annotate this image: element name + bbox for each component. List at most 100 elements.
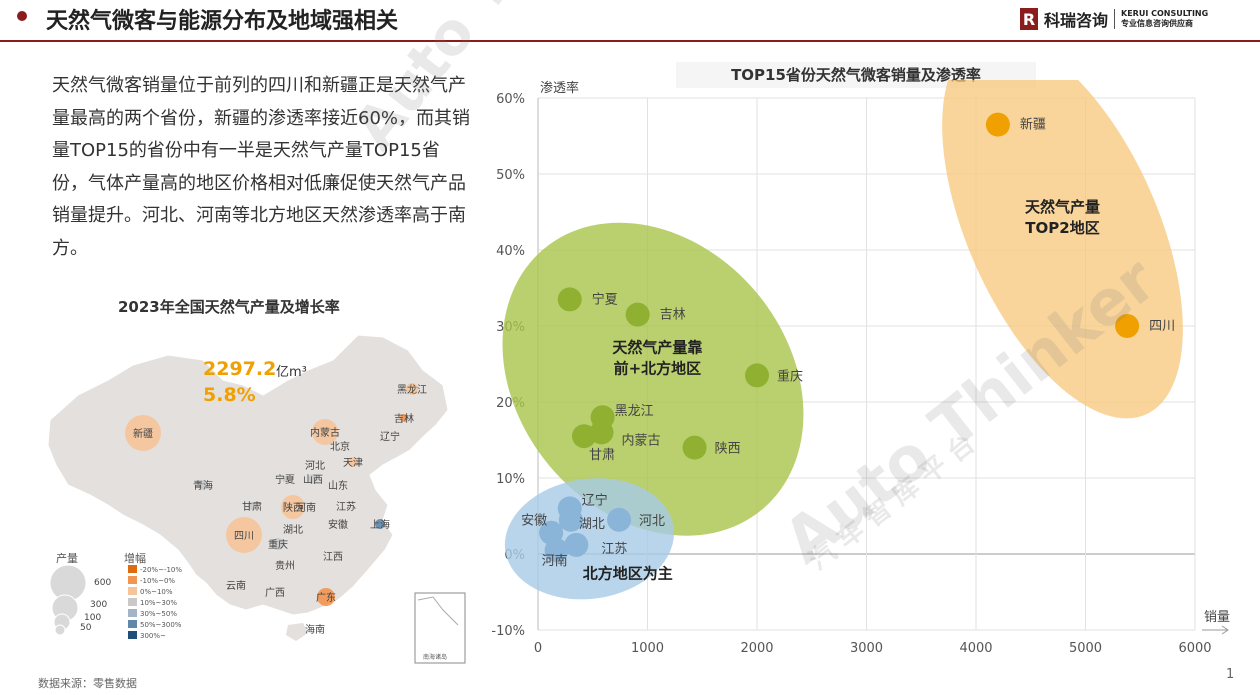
province-bubble: [406, 383, 418, 395]
province-label: 陕西: [283, 501, 303, 514]
point-label: 湖北: [579, 517, 605, 532]
point-label: 重庆: [777, 368, 803, 384]
province-bubble: [125, 415, 161, 451]
legend-growth-label: -10%~0%: [140, 577, 175, 585]
x-tick-label: 1000: [631, 641, 664, 656]
header: 天然气微客与能源分布及地域强相关 R 科瑞咨询 KERUI CONSULTING…: [0, 0, 1260, 40]
page-number: 1: [1226, 667, 1235, 682]
province-label: 河南: [296, 501, 316, 514]
summary-paragraph: 天然气微客销量位于前列的四川和新疆正是天然气产量最高的两个省份，新疆的渗透率接近…: [52, 75, 471, 259]
logo-r-icon: R: [1020, 8, 1038, 30]
data-point: [544, 538, 569, 563]
province-label: 青海: [193, 479, 213, 492]
data-point: [625, 302, 650, 327]
legend-size-label-50: 50: [80, 623, 92, 633]
legend-growth-swatch: [128, 620, 137, 628]
point-label: 四川: [1149, 319, 1175, 334]
scatter-chart: -10%0%10%20%30%40%50%60%0100020003000400…: [491, 80, 1230, 656]
legend-size-50: [54, 624, 66, 636]
province-label: 贵州: [275, 559, 295, 572]
y-tick-label: 10%: [496, 472, 525, 487]
province-label: 广西: [265, 587, 285, 599]
annotation-line2: 前+北方地区: [614, 360, 702, 378]
province-bubble: [282, 476, 288, 482]
province-label: 辽宁: [380, 430, 400, 443]
y-tick-label: 50%: [496, 168, 525, 183]
province-bubble: [226, 517, 262, 553]
province-label: 宁夏: [275, 473, 295, 486]
point-label: 河北: [639, 514, 665, 529]
province-label: 天津: [343, 457, 363, 469]
point-label: 宁夏: [592, 291, 618, 307]
legend-growth-swatch: [128, 598, 137, 606]
y-tick-label: -10%: [491, 624, 525, 639]
province-label: 广东: [316, 591, 336, 604]
point-label: 陕西: [715, 442, 741, 457]
point-label: 辽宁: [582, 492, 608, 508]
ellipse-north: [504, 478, 675, 600]
province-label: 吉林: [394, 412, 414, 425]
map-growth-value: 5.8%: [203, 384, 256, 406]
legend-growth-label: 50%~300%: [140, 621, 182, 629]
legend-size-title: 产量: [56, 551, 78, 565]
data-source: 数据来源：零售数据: [38, 677, 137, 690]
legend-growth: -20%~-10% -10%~0% 0%~10% 10%~30% 30%~50% 50%~…: [128, 565, 182, 640]
province-label: 江西: [323, 551, 343, 563]
logo-en: KERUI CONSULTING 专业信息咨询供应商: [1121, 9, 1208, 29]
logo-cn-text: 科瑞咨询: [1044, 11, 1109, 30]
map-total: 2297.2 5.8%: [203, 356, 276, 408]
province-label: 新疆: [133, 427, 153, 440]
province-label: 安徽: [328, 518, 348, 531]
logo-en-line1: KERUI CONSULTING: [1121, 9, 1209, 18]
province-bubble: [348, 457, 358, 467]
legend-growth-label: 10%~30%: [140, 599, 177, 607]
province-bubble: [248, 502, 256, 510]
map-title: 2023年全国天然气产量及增长率: [118, 298, 340, 316]
annotation-line2: TOP2地区: [1025, 219, 1099, 237]
province-label: 甘肃: [242, 500, 262, 513]
inset-label: 南海诸岛: [423, 653, 447, 661]
y-axis-label: 渗透率: [540, 80, 579, 96]
legend-growth-title: 增幅: [124, 551, 146, 565]
x-tick-label: 5000: [1069, 641, 1102, 656]
province-bubble: [312, 419, 338, 445]
x-tick-label: 3000: [850, 641, 883, 656]
data-point: [1115, 314, 1140, 338]
data-point: [607, 507, 632, 532]
province-label: 海南: [305, 623, 325, 636]
annotation-line1: 天然气产量靠: [612, 339, 702, 357]
province-label: 四川: [234, 531, 254, 542]
x-tick-label: 6000: [1178, 641, 1211, 656]
province-label: 重庆: [268, 538, 288, 551]
province-label: 云南: [226, 579, 246, 592]
y-tick-label: 60%: [496, 92, 525, 107]
map-total-unit: 亿m³: [276, 365, 307, 380]
province-bubbles: [125, 383, 418, 606]
legend-growth-label: 0%~10%: [140, 588, 173, 596]
province-label: 上海: [370, 518, 390, 531]
point-label: 甘肃: [589, 448, 615, 463]
legend-growth-label: 300%~: [140, 632, 166, 640]
annotation-line1: 北方地区为主: [583, 564, 673, 582]
point-label: 江苏: [601, 541, 627, 557]
province-label: 湖北: [283, 524, 303, 536]
inset-coast: [417, 596, 459, 626]
south-china-sea-inset: [414, 592, 466, 664]
header-rule: [0, 40, 1260, 42]
legend-growth-swatch: [128, 631, 137, 639]
province-label: 内蒙古: [310, 426, 340, 439]
province-label: 江苏: [336, 500, 356, 513]
data-point: [558, 507, 583, 532]
data-point: [745, 363, 769, 388]
legend-growth-label: -20%~-10%: [140, 566, 182, 574]
legend-growth-label: 30%~50%: [140, 610, 177, 618]
legend-size-label-100: 100: [84, 613, 101, 623]
province-bubble: [375, 519, 385, 529]
point-label: 内蒙古: [622, 432, 661, 448]
province-label: 河北: [305, 460, 325, 472]
point-label: 新疆: [1020, 117, 1046, 133]
data-point: [557, 287, 582, 312]
